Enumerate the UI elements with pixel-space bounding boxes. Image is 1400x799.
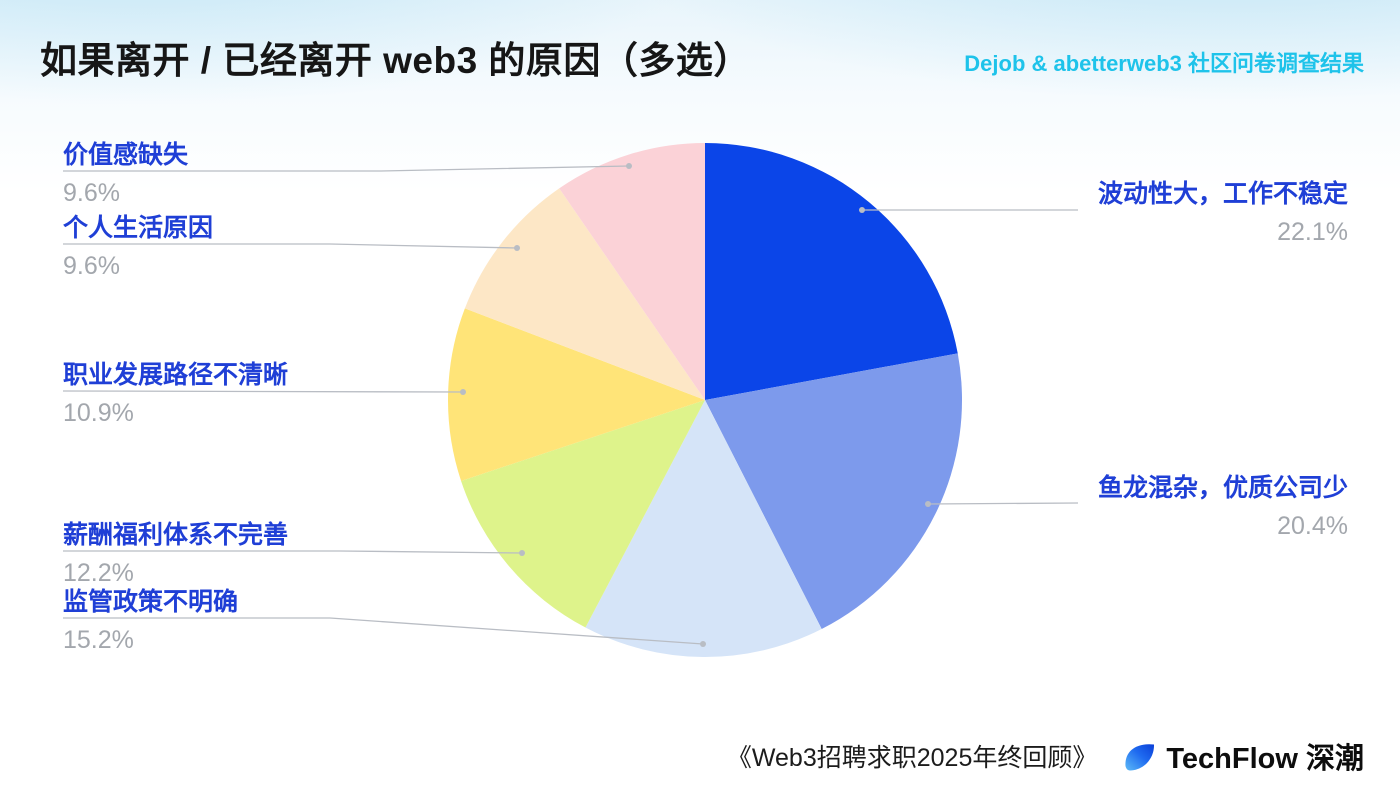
slice-label: 价值感缺失: [63, 141, 189, 169]
leader-lines: [62, 163, 1079, 647]
pie-slice-6: [559, 143, 705, 400]
slice-percent: 12.2%: [63, 559, 134, 587]
slice-percent: 10.9%: [63, 399, 134, 427]
page-subtitle: Dejob & abetterweb3 社区问卷调查结果: [964, 51, 1364, 76]
leader-line: [63, 243, 518, 249]
leader-dot: [859, 207, 865, 213]
slice-label: 个人生活原因: [63, 214, 214, 242]
slice-label-group: 波动性大，工作不稳定 22.1%: [1098, 180, 1348, 247]
leader-line: [63, 550, 523, 554]
leader-dot: [519, 550, 525, 556]
leader-dot: [626, 163, 632, 169]
report-source-title: 《Web3招聘求职2025年终回顾》: [726, 744, 1098, 772]
slice-label-group: 个人生活原因 9.6%: [63, 214, 213, 281]
slice-percent: 20.4%: [1277, 512, 1348, 540]
leader-line: [62, 390, 464, 393]
slice-percent: 22.1%: [1277, 218, 1348, 246]
slice-label-group: 监管政策不明确 15.2%: [63, 588, 238, 655]
leader-dot: [514, 245, 520, 251]
pie-slice-0: [705, 143, 958, 400]
pie-slice-4: [447, 308, 705, 481]
slice-label-group: 价值感缺失 9.6%: [63, 141, 188, 208]
leader-line: [63, 165, 630, 172]
leader-line: [927, 502, 1079, 505]
slice-label: 薪酬福利体系不完善: [63, 521, 289, 549]
pie-slice-2: [585, 400, 822, 657]
pie-slice-3: [461, 400, 705, 628]
pie-chart: [447, 143, 963, 657]
slice-label: 职业发展路径不清晰: [63, 361, 289, 389]
slice-label: 鱼龙混杂，优质公司少: [1097, 474, 1348, 502]
page-title: 如果离开 / 已经离开 web3 的原因（多选）: [40, 40, 751, 81]
slice-label: 监管政策不明确: [63, 588, 239, 616]
slice-label-group: 薪酬福利体系不完善 12.2%: [63, 521, 288, 588]
slice-label-group: 职业发展路径不清晰 10.9%: [63, 361, 288, 428]
leader-line: [63, 617, 704, 645]
leader-dot: [700, 641, 706, 647]
slice-label-group: 鱼龙混杂，优质公司少 20.4%: [1098, 474, 1348, 541]
slice-percent: 9.6%: [63, 179, 120, 207]
slice-percent: 15.2%: [63, 626, 134, 654]
leader-dot: [460, 389, 466, 395]
slice-percent: 9.6%: [63, 252, 120, 280]
brand-lockup: TechFlow 深潮: [1123, 735, 1364, 777]
footer: 《Web3招聘求职2025年终回顾》 TechFlow 深潮: [727, 735, 1364, 777]
pie-slice-5: [464, 188, 705, 400]
slice-label: 波动性大，工作不稳定: [1097, 180, 1348, 208]
techflow-logo-icon: [1125, 743, 1155, 770]
pie-slice-1: [705, 353, 963, 629]
brand-name: TechFlow 深潮: [1166, 743, 1364, 775]
leader-dot: [925, 501, 931, 507]
